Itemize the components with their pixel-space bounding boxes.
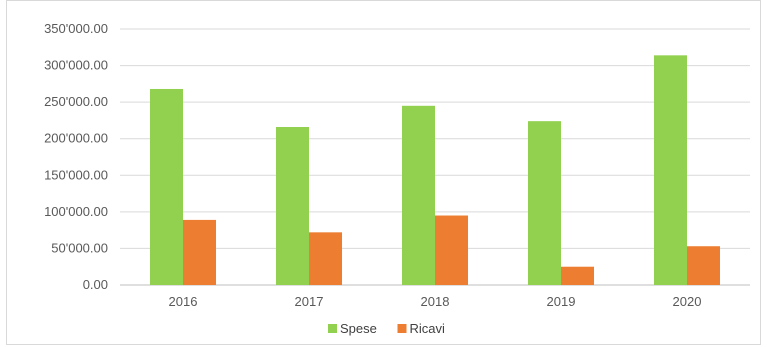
y-tick-label: 150'000.00 [44,167,108,182]
bar-ricavi [561,266,594,285]
bar-spese [654,55,687,286]
legend-swatch-ricavi [397,324,407,333]
y-tick-label: 250'000.00 [44,94,108,109]
bar-spese [276,127,309,285]
bar-ricavi [183,219,216,285]
legend-swatch-spese [328,324,337,333]
y-tick-label: 0.00 [83,277,108,292]
legend-label: Spese [340,321,377,336]
y-tick-label: 300'000.00 [44,58,108,73]
bar-ricavi [435,215,468,285]
bar-spese [402,105,435,285]
y-tick-label: 200'000.00 [44,131,108,146]
y-tick-label: 350'000.00 [44,21,108,36]
bar-spese [528,121,561,285]
bar-ricavi [687,246,720,285]
bar-ricavi [309,232,342,285]
y-tick-label: 100'000.00 [44,204,108,219]
y-tick-label: 50'000.00 [51,240,108,255]
legend-label: Ricavi [410,321,446,336]
x-tick-label: 2018 [421,294,450,309]
chart-frame [6,0,761,345]
x-tick-label: 2020 [673,294,702,309]
x-tick-label: 2017 [295,294,324,309]
x-tick-label: 2016 [169,294,198,309]
bar-spese [150,88,183,285]
x-tick-label: 2019 [547,294,576,309]
